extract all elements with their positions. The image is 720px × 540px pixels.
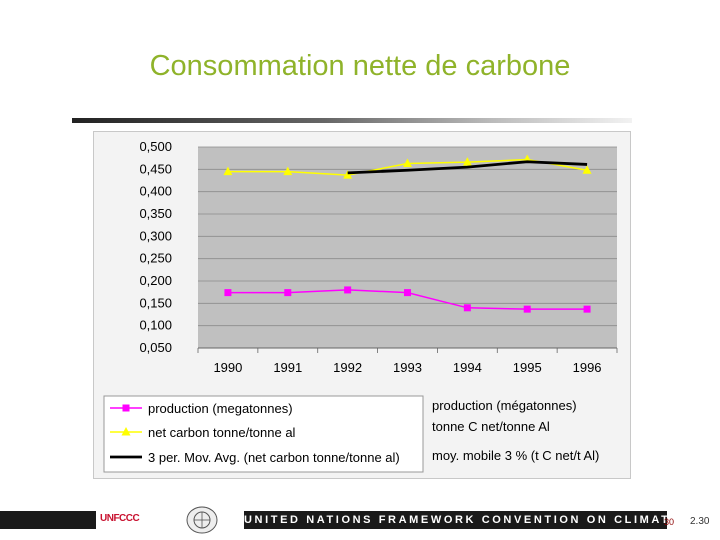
- y-tick-label: 0,100: [139, 318, 172, 333]
- data-point-square: [344, 286, 352, 294]
- legend-entries: production (megatonnes) net carbon tonne/…: [110, 401, 400, 465]
- legend-translation: production (mégatonnes): [432, 398, 577, 413]
- y-tick-label: 0,250: [139, 251, 172, 266]
- footer: UNFCCC UNITED NATIONS FRAMEWORK CONVENTI…: [0, 504, 720, 540]
- line-chart: 0,500 0,450 0,400 0,350 0,300 0,250 0,200 0,150…: [103, 139, 618, 473]
- legend-label: production (megatonnes): [148, 401, 293, 416]
- legend-label: net carbon tonne/tonne al: [148, 425, 296, 440]
- legend-translation: moy. mobile 3 % (t C net/t Al): [432, 448, 599, 463]
- data-point-triangle: [403, 158, 412, 168]
- footer-left-bar: [0, 511, 96, 529]
- chart-container: 0,500 0,450 0,400 0,350 0,300 0,250 0,200 0,150…: [93, 131, 631, 479]
- legend-marker-triangle: [121, 427, 131, 436]
- x-tick-label: 1990: [213, 360, 242, 375]
- page-number: 30: [664, 517, 675, 527]
- data-point-triangle: [283, 166, 293, 176]
- legend-translations: production (mégatonnes) tonne C net/tonne…: [432, 398, 599, 463]
- series-group: [223, 154, 592, 313]
- unfccc-logo: UNFCCC: [100, 513, 140, 524]
- footer-banner: UNITED NATIONS FRAMEWORK CONVENTION ON C…: [244, 511, 720, 529]
- data-point-triangle: [223, 166, 233, 176]
- data-point-square: [583, 305, 591, 313]
- y-tick-label: 0,500: [139, 139, 172, 154]
- gridlines: [197, 146, 618, 353]
- data-point-triangle: [462, 157, 472, 166]
- legend-translation: tonne C net/tonne Al: [432, 419, 550, 434]
- slide-title: Consommation nette de carbone: [149, 50, 571, 82]
- data-point-square: [523, 305, 531, 313]
- y-tick-label: 0,050: [139, 340, 172, 355]
- x-tick-labels: 1990 1991 1992 1993 1994 1995 1996: [213, 360, 601, 375]
- data-point-square: [463, 304, 471, 312]
- legend-label: 3 per. Mov. Avg. (net carbon tonne/tonne…: [148, 450, 400, 465]
- series-line: [347, 160, 588, 175]
- y-tick-label: 0,200: [139, 273, 172, 288]
- y-tick-labels: 0,500 0,450 0,400 0,350 0,300 0,250 0,200 0,150…: [139, 139, 172, 355]
- x-tick-label: 1996: [573, 360, 602, 375]
- y-tick-label: 0,400: [139, 184, 172, 199]
- y-tick-label: 0,150: [139, 295, 172, 310]
- data-point-triangle: [343, 170, 353, 179]
- y-tick-label: 0,450: [139, 161, 172, 176]
- data-point-square: [224, 289, 232, 297]
- data-point-square: [284, 289, 292, 297]
- y-tick-label: 0,350: [139, 206, 172, 221]
- data-point-triangle: [582, 165, 592, 174]
- x-tick-label: 1995: [513, 360, 542, 375]
- title-rule: [72, 118, 632, 123]
- slide-number: 2.30: [690, 516, 710, 527]
- x-tick-label: 1993: [393, 360, 422, 375]
- x-tick-label: 1994: [453, 360, 482, 375]
- y-tick-label: 0,300: [139, 228, 172, 243]
- legend-marker-square: [122, 404, 130, 412]
- plot-area: [198, 147, 617, 348]
- un-emblem-icon: [186, 506, 218, 534]
- x-tick-label: 1991: [273, 360, 302, 375]
- x-tick-label: 1992: [333, 360, 362, 375]
- data-point-square: [404, 289, 411, 297]
- legend-box: [103, 395, 424, 473]
